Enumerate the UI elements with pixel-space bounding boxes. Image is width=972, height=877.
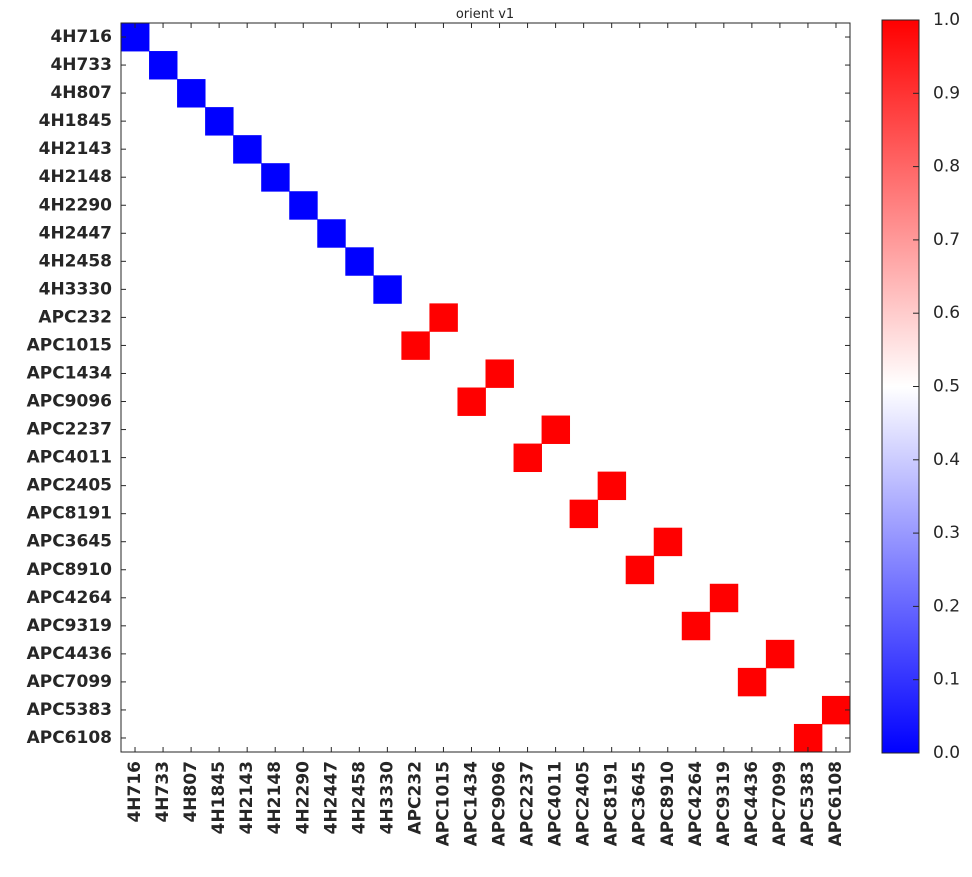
colorbar-tick-label: 0.9 xyxy=(933,83,960,103)
row-tick-label: 4H3330 xyxy=(39,279,113,299)
col-tick-label: APC6108 xyxy=(826,761,846,846)
row-tick-label: APC6108 xyxy=(27,728,112,748)
col-tick-label: 4H2290 xyxy=(293,761,313,835)
col-tick-label: APC1015 xyxy=(433,761,453,846)
heatmap-cell-APC8910-APC3645 xyxy=(625,555,655,585)
colorbar-tick-label: 0.8 xyxy=(933,157,960,177)
heatmap-cell-APC4264-APC9319 xyxy=(709,583,739,613)
row-tick-label: 4H2148 xyxy=(39,167,112,187)
col-tick-label: APC4264 xyxy=(686,761,706,847)
row-tick-label: 4H2290 xyxy=(39,195,113,215)
heatmap-cell-APC9319-APC4264 xyxy=(681,611,711,641)
heatmap-cell-APC3645-APC8910 xyxy=(653,527,683,557)
row-tick-label: APC232 xyxy=(38,307,112,327)
heatmap-cell-APC2237-APC4011 xyxy=(541,415,571,444)
col-tick-label: APC9319 xyxy=(714,761,734,846)
col-tick-label: 4H3330 xyxy=(377,761,397,835)
row-tick-label: APC9096 xyxy=(27,392,112,412)
heatmap-cell-APC4011-APC2237 xyxy=(513,443,542,473)
heatmap-cell-APC4436-APC7099 xyxy=(765,639,795,669)
col-tick-label: APC1434 xyxy=(461,761,481,847)
col-tick-label: 4H807 xyxy=(181,761,201,823)
heatmap-cell-APC9096-APC1434 xyxy=(457,387,486,416)
row-tick-label: APC8191 xyxy=(27,504,112,524)
row-tick-label: APC4011 xyxy=(27,448,112,468)
heatmap-cell-4H3330-4H3330 xyxy=(373,275,402,304)
col-tick-label: APC232 xyxy=(405,761,425,835)
col-tick-label: APC4011 xyxy=(546,761,566,846)
heatmap-cell-4H1845-4H1845 xyxy=(205,107,234,136)
colorbar-tick-label: 0.4 xyxy=(933,450,960,470)
col-tick-label: APC8910 xyxy=(658,761,678,847)
chart-title: orient v1 xyxy=(456,7,514,22)
row-tick-label: APC2405 xyxy=(27,476,112,496)
col-tick-label: 4H2143 xyxy=(237,761,257,834)
row-tick-label: APC4436 xyxy=(27,644,112,664)
col-tick-label: 4H2447 xyxy=(321,761,341,834)
col-tick-label: APC2405 xyxy=(574,761,594,846)
plot-frame xyxy=(120,22,851,753)
heatmap-cell-APC8191-APC2405 xyxy=(569,499,599,529)
col-tick-label: 4H733 xyxy=(153,761,173,823)
col-tick-label: APC2237 xyxy=(518,761,538,846)
colorbar-tick-label: 0.7 xyxy=(933,230,960,250)
col-tick-label: 4H2458 xyxy=(349,761,369,834)
heatmap-cell-4H733-4H733 xyxy=(149,51,178,80)
heatmap-cell-APC2405-APC8191 xyxy=(597,471,627,501)
row-tick-label: APC5383 xyxy=(27,700,112,720)
row-tick-label: APC8910 xyxy=(27,560,113,580)
col-tick-label: APC4436 xyxy=(742,761,762,846)
colorbar-tick-label: 0.5 xyxy=(933,377,960,397)
col-tick-label: APC8191 xyxy=(602,761,622,846)
colorbar-tick-label: 1.0 xyxy=(933,10,960,30)
colorbar-tick-label: 0.0 xyxy=(933,743,960,763)
heatmap-cell-4H2290-4H2290 xyxy=(289,191,318,220)
colorbar-tick-label: 0.3 xyxy=(933,523,960,543)
heatmap-cell-4H2143-4H2143 xyxy=(233,135,262,164)
col-tick-label: 4H1845 xyxy=(209,761,229,834)
heatmap-cell-4H2148-4H2148 xyxy=(261,163,290,192)
row-tick-label: APC2237 xyxy=(27,420,112,440)
col-tick-label: 4H2148 xyxy=(265,761,285,834)
colorbar xyxy=(882,20,919,753)
col-tick-label: APC3645 xyxy=(630,761,650,846)
heatmap-cell-APC1015-APC232 xyxy=(401,331,430,360)
row-tick-label: APC9319 xyxy=(27,616,112,636)
row-tick-label: APC3645 xyxy=(27,532,112,552)
colorbar-tick-label: 0.2 xyxy=(933,596,960,616)
heatmap-cell-APC7099-APC4436 xyxy=(737,667,767,697)
col-tick-label: APC5383 xyxy=(798,761,818,846)
row-tick-label: 4H716 xyxy=(50,27,112,47)
col-tick-label: APC7099 xyxy=(770,761,790,846)
heatmap-cell-APC1434-APC9096 xyxy=(485,359,514,388)
heatmap-cell-4H2447-4H2447 xyxy=(317,219,346,248)
row-tick-label: APC1015 xyxy=(27,335,112,355)
row-tick-label: 4H2447 xyxy=(39,223,112,243)
colorbar-tick-label: 0.6 xyxy=(933,303,960,323)
row-tick-label: 4H1845 xyxy=(39,111,112,131)
col-tick-label: 4H716 xyxy=(125,761,145,823)
row-tick-label: 4H2143 xyxy=(39,139,112,159)
heatmap-cell-APC232-APC1015 xyxy=(429,303,458,332)
row-tick-label: 4H733 xyxy=(50,55,112,75)
row-tick-label: APC1434 xyxy=(27,363,113,383)
heatmap-cell-4H2458-4H2458 xyxy=(345,247,374,276)
heatmap-cell-4H807-4H807 xyxy=(177,79,206,108)
colorbar-tick-label: 0.1 xyxy=(933,670,960,690)
row-tick-label: APC7099 xyxy=(27,672,112,692)
row-tick-label: 4H807 xyxy=(50,83,112,103)
row-tick-label: 4H2458 xyxy=(39,251,112,271)
row-tick-label: APC4264 xyxy=(27,588,113,608)
col-tick-label: APC9096 xyxy=(490,761,510,846)
